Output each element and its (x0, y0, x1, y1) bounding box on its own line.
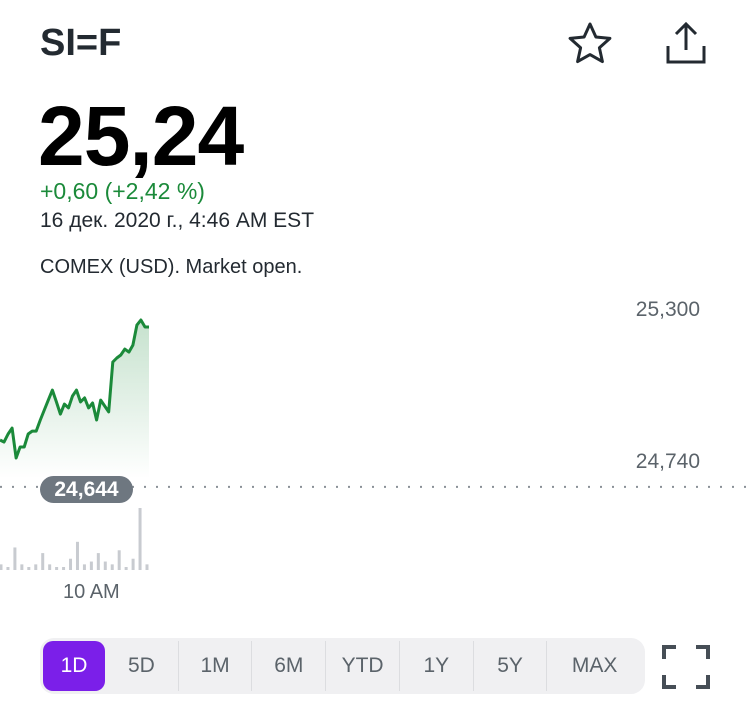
range-1y[interactable]: 1Y (400, 641, 474, 691)
volume-bar (124, 567, 128, 570)
volume-bar (48, 564, 52, 570)
volume-bar (6, 567, 10, 570)
volume-bar (96, 553, 100, 570)
volume-bar (62, 567, 66, 570)
range-6m[interactable]: 6M (252, 641, 327, 691)
share-icon[interactable] (662, 20, 710, 68)
volume-bar (34, 564, 38, 570)
volume-bar (89, 561, 93, 570)
star-icon[interactable] (566, 20, 614, 68)
price-line (0, 318, 149, 460)
volume-bar (41, 553, 45, 570)
volume-bar (131, 558, 135, 570)
price-chart[interactable] (0, 290, 750, 580)
volume-bar (20, 564, 24, 570)
range-5d[interactable]: 5D (105, 641, 179, 691)
volume-bar (27, 567, 31, 570)
volume-bar (110, 564, 114, 570)
volume-bar (117, 550, 121, 570)
volume-bar (55, 567, 59, 570)
price: 25,24 (38, 89, 244, 183)
volume-bar (69, 558, 73, 570)
volume-bar (75, 541, 79, 570)
ticker-symbol: SI=F (40, 22, 122, 64)
range-5y[interactable]: 5Y (474, 641, 548, 691)
fullscreen-icon[interactable] (662, 645, 710, 689)
volume-bar (13, 547, 17, 570)
y-tick-label: 24,740 (635, 450, 700, 473)
market-status: COMEX (USD). Market open. (40, 256, 303, 278)
range-1d[interactable]: 1D (43, 641, 105, 691)
volume-bar (0, 564, 3, 570)
range-ytd[interactable]: YTD (326, 641, 400, 691)
y-tick-label: 25,300 (635, 298, 700, 321)
price-change: +0,60 (+2,42 %) (40, 178, 205, 204)
range-1m[interactable]: 1M (179, 641, 253, 691)
volume-bar (138, 508, 142, 570)
quote-timestamp: 16 дек. 2020 г., 4:46 AM EST (40, 209, 315, 232)
volume-bar (103, 561, 107, 570)
previous-close-badge: 24,644 (40, 476, 133, 503)
volume-bar (145, 564, 149, 570)
x-tick-label: 10 AM (63, 581, 120, 603)
range-selector: 1D 5D 1M 6M YTD 1Y 5Y MAX (40, 638, 645, 694)
volume-bar (82, 564, 86, 570)
price-area (0, 320, 149, 479)
range-max[interactable]: MAX (571, 654, 618, 677)
